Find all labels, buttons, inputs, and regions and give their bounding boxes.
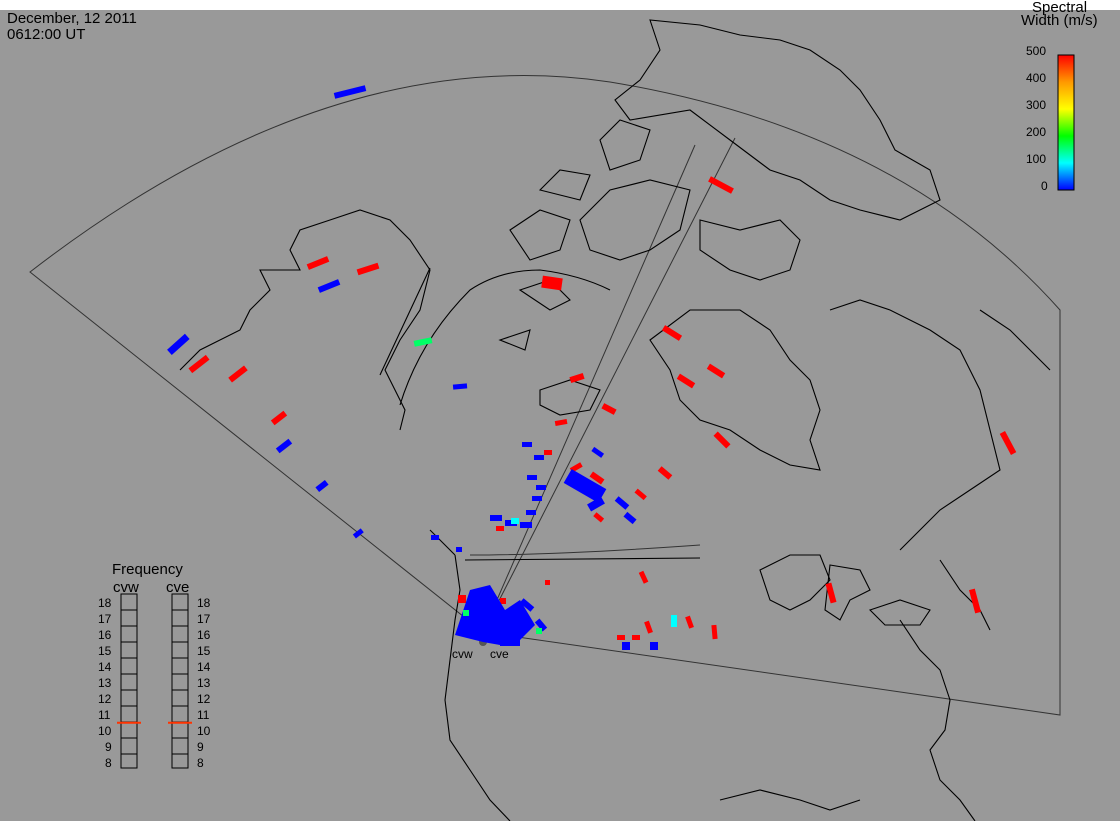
frequency-tick-right: 8 [197,756,204,770]
frequency-tick-right: 15 [197,644,211,658]
frequency-tick-right: 17 [197,612,211,626]
frequency-left-label: cvw [113,579,139,596]
frequency-tick-left: 8 [105,756,112,770]
frequency-tick-left: 13 [98,676,112,690]
echoes-green-cyan [413,337,677,634]
radar-label-cve: cve [490,647,509,661]
legend-title-line2: Width (m/s) [1021,12,1098,29]
legend-tick: 300 [1026,98,1047,112]
frequency-tick-left: 15 [98,644,112,658]
fov-outline [29,75,1061,716]
frequency-tick-right: 9 [197,740,204,754]
frequency-tick-right: 12 [197,692,211,706]
frequency-tick-right: 13 [197,676,211,690]
legend-tick: 400 [1026,71,1047,85]
colorbar [1057,54,1075,191]
cvw-frequency-box [120,593,138,769]
frequency-tick-right: 10 [197,724,211,738]
frequency-tick-right: 16 [197,628,211,642]
legend-tick: 500 [1026,44,1047,58]
frequency-title: Frequency [112,561,183,578]
frequency-tick-left: 12 [98,692,112,706]
frequency-tick-right: 14 [197,660,211,674]
frequency-tick-left: 16 [98,628,112,642]
legend-tick: 0 [1041,179,1048,193]
date-label: December, 12 2011 [7,10,137,27]
legend-title-line1: Spectral [1032,0,1088,16]
frequency-tick-right: 18 [197,596,211,610]
radar-map [0,10,1120,821]
frequency-tick-left: 10 [98,724,112,738]
time-label: 0612:00 UT [7,26,86,43]
frequency-tick-left: 14 [98,660,112,674]
frequency-tick-left: 17 [98,612,112,626]
radar-label-cvw: cvw [452,647,473,661]
cve-frequency-box [171,593,189,769]
frequency-tick-right: 11 [197,708,210,722]
frequency-tick-left: 9 [105,740,112,754]
frequency-tick-left: 11 [98,708,111,722]
frequency-right-label: cve [166,579,190,596]
legend-tick: 100 [1026,152,1047,166]
coastlines [179,19,1051,821]
echoes-red [188,176,1017,640]
frequency-tick-left: 18 [98,596,112,610]
echoes-blue [167,85,658,650]
legend-tick: 200 [1026,125,1047,139]
